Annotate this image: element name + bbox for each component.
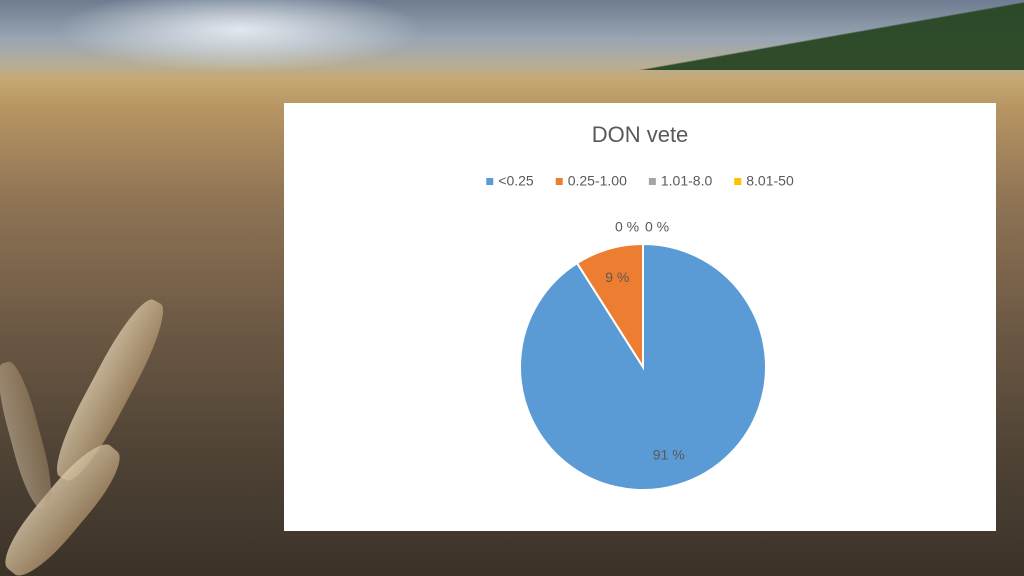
chart-title: DON vete xyxy=(592,122,689,147)
data-label: 9 % xyxy=(605,269,629,285)
legend-marker xyxy=(486,178,494,185)
legend-label: 8.01-50 xyxy=(746,173,794,189)
legend-label: 1.01-8.0 xyxy=(661,173,713,189)
chart: DON vete 91 % 9 % 0 % 0 % <0.25 0.25-1.00 1.01… xyxy=(486,122,794,491)
legend-marker xyxy=(648,178,656,185)
wheat-decoration xyxy=(0,358,59,512)
chart-panel: DON vete 91 % 9 % 0 % 0 % <0.25 0.25-1.00 1.01… xyxy=(284,103,996,531)
legend-marker xyxy=(555,178,563,185)
data-label: 0 % xyxy=(645,219,669,235)
data-label: 0 % xyxy=(615,219,639,235)
legend-label: 0.25-1.00 xyxy=(568,173,627,189)
legend-marker xyxy=(734,178,742,185)
legend-label: <0.25 xyxy=(498,173,534,189)
data-label: 91 % xyxy=(653,446,685,462)
